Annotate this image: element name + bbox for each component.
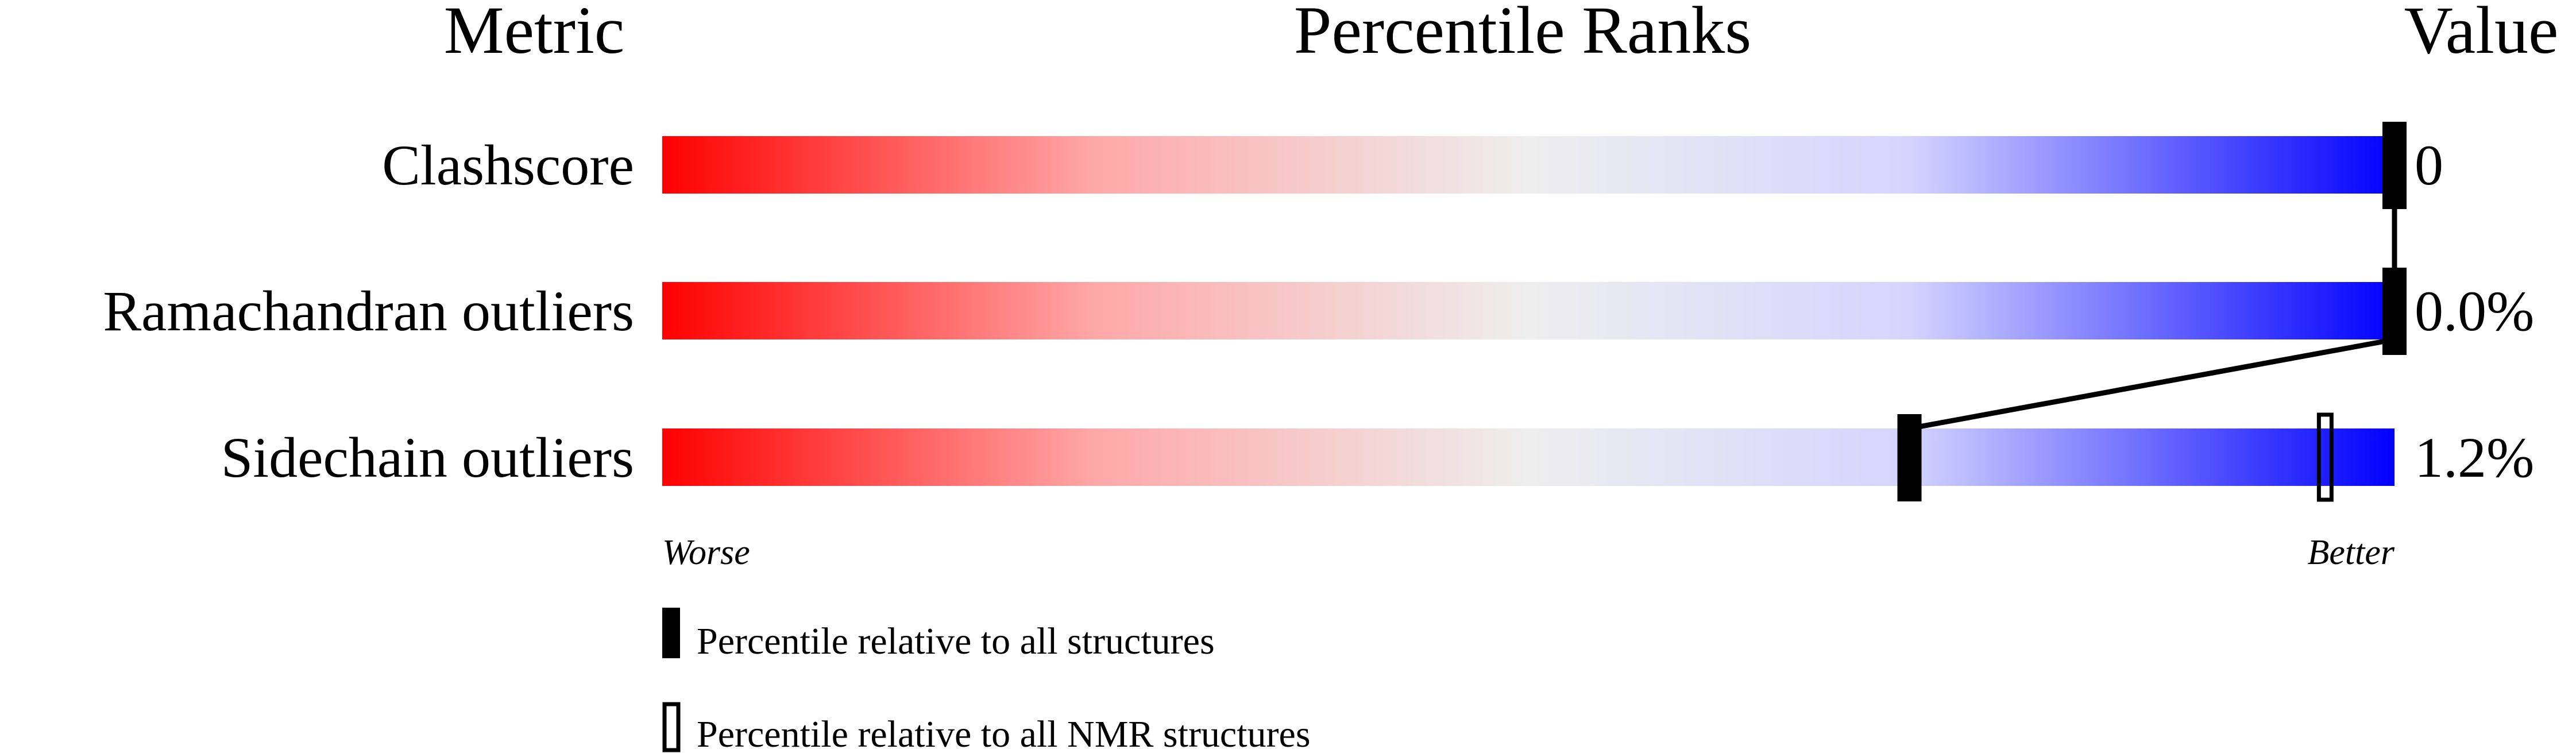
percentile-bar [662, 282, 2395, 339]
metric-value: 0.0% [2415, 279, 2534, 343]
metric-label: Clashscore [382, 133, 634, 197]
better-label: Better [2308, 533, 2395, 572]
legend-filled-marker-icon [662, 608, 680, 658]
worse-label: Worse [662, 533, 750, 572]
connector-line [1909, 337, 2395, 431]
header-metric: Metric [444, 0, 625, 68]
legend-outline-marker-icon [662, 702, 681, 752]
percentile-bar [662, 428, 2395, 486]
metric-label: Ramachandran outliers [103, 279, 634, 343]
legend-label-all: Percentile relative to all structures [697, 620, 1215, 662]
metric-value: 0 [2415, 133, 2443, 197]
metric-label: Sidechain outliers [221, 426, 634, 489]
legend-label-nmr: Percentile relative to all NMR structure… [697, 713, 1311, 753]
nmr-percentile-marker [2316, 412, 2334, 502]
metric-value: 1.2% [2415, 426, 2534, 489]
all-percentile-marker [2382, 268, 2407, 355]
header-value: Value [2404, 0, 2559, 68]
all-percentile-marker [1897, 414, 1922, 501]
percentile-bar [662, 136, 2395, 194]
header-percentile-ranks: Percentile Ranks [1294, 0, 1751, 68]
all-percentile-marker [2382, 122, 2407, 209]
